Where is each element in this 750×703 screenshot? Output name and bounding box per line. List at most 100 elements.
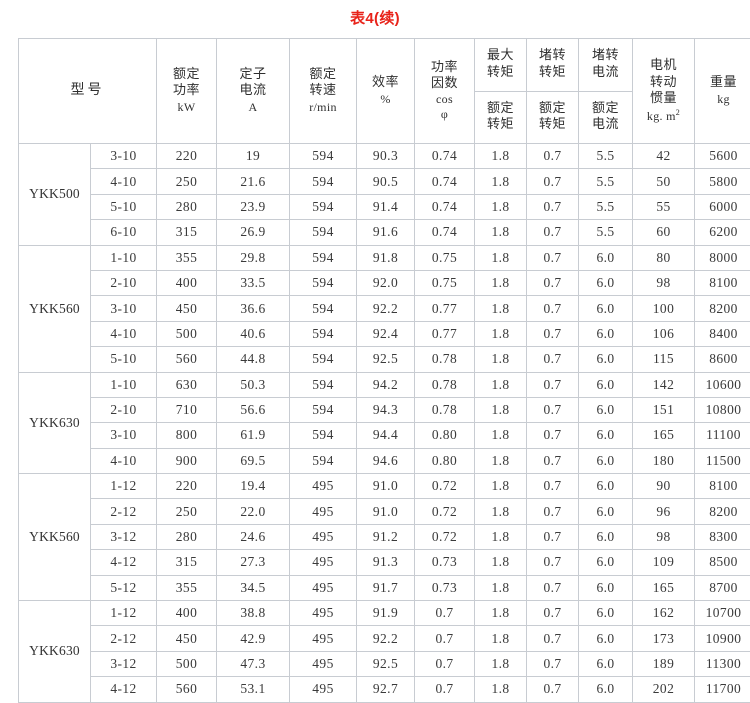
cell-rotor-inertia: 180 xyxy=(633,448,695,473)
cell-model-code: 1-12 xyxy=(91,474,157,499)
cell-rated-speed: 495 xyxy=(290,524,357,549)
cell-stator-current: 23.9 xyxy=(217,194,290,219)
cell-power-factor: 0.80 xyxy=(415,423,475,448)
cell-rotor-inertia: 50 xyxy=(633,169,695,194)
header-line-4: 电流 xyxy=(592,117,619,133)
cell-rotor-inertia: 100 xyxy=(633,296,695,321)
cell-model-code: 2-10 xyxy=(91,397,157,422)
cell-locked-current-ratio: 6.0 xyxy=(579,626,633,651)
column-header-max-torque-ratio: 最大 转矩 额定 转矩 xyxy=(475,39,527,144)
motor-spec-table: 型号 额定 功率 kW 定子 电流 xyxy=(18,38,750,703)
cell-model-code: 3-12 xyxy=(91,524,157,549)
cell-rated-speed: 495 xyxy=(290,474,357,499)
header-line-2: 转矩 xyxy=(487,65,514,81)
header-line-3: 惯量 xyxy=(650,91,677,107)
header-line-1: 额定 xyxy=(309,67,336,83)
cell-power-factor: 0.75 xyxy=(415,270,475,295)
cell-rated-power: 220 xyxy=(157,474,217,499)
cell-model-code: 4-12 xyxy=(91,550,157,575)
cell-efficiency: 91.9 xyxy=(357,601,415,626)
fraction-denominator: 额定 转矩 xyxy=(475,92,526,144)
cell-efficiency: 91.0 xyxy=(357,499,415,524)
cell-rotor-inertia: 109 xyxy=(633,550,695,575)
fraction-numerator: 堵转 电流 xyxy=(579,39,632,92)
cell-stator-current: 61.9 xyxy=(217,423,290,448)
cell-max-torque-ratio: 1.8 xyxy=(475,220,527,245)
cell-weight: 11500 xyxy=(695,448,750,473)
cell-rated-speed: 495 xyxy=(290,601,357,626)
cell-model-code: 3-10 xyxy=(91,144,157,169)
cell-locked-current-ratio: 6.0 xyxy=(579,245,633,270)
cell-weight: 10600 xyxy=(695,372,750,397)
header-unit: r/min xyxy=(309,100,337,115)
cell-efficiency: 94.2 xyxy=(357,372,415,397)
cell-locked-torque-ratio: 0.7 xyxy=(527,220,579,245)
cell-max-torque-ratio: 1.8 xyxy=(475,423,527,448)
cell-efficiency: 91.7 xyxy=(357,575,415,600)
cell-stator-current: 21.6 xyxy=(217,169,290,194)
cell-locked-current-ratio: 6.0 xyxy=(579,347,633,372)
cell-power-factor: 0.72 xyxy=(415,524,475,549)
header-line-2: 功率 xyxy=(173,83,200,99)
cell-efficiency: 92.5 xyxy=(357,347,415,372)
cell-locked-torque-ratio: 0.7 xyxy=(527,397,579,422)
header-line-1: 堵转 xyxy=(539,48,566,64)
header-line-1: 额定 xyxy=(173,67,200,83)
cell-weight: 8200 xyxy=(695,499,750,524)
cell-power-factor: 0.74 xyxy=(415,194,475,219)
cell-rotor-inertia: 98 xyxy=(633,270,695,295)
cell-efficiency: 94.4 xyxy=(357,423,415,448)
cell-weight: 8200 xyxy=(695,296,750,321)
cell-efficiency: 91.8 xyxy=(357,245,415,270)
cell-weight: 8700 xyxy=(695,575,750,600)
cell-rotor-inertia: 189 xyxy=(633,651,695,676)
header-line-1: 最大 xyxy=(487,48,514,64)
cell-efficiency: 90.3 xyxy=(357,144,415,169)
header-line-1: 重量 xyxy=(710,75,737,91)
cell-locked-current-ratio: 6.0 xyxy=(579,651,633,676)
cell-weight: 11700 xyxy=(695,677,750,702)
cell-rated-power: 315 xyxy=(157,550,217,575)
cell-model-code: 5-10 xyxy=(91,194,157,219)
cell-model-code: 4-12 xyxy=(91,677,157,702)
cell-weight: 8300 xyxy=(695,524,750,549)
header-line-4: 转矩 xyxy=(487,117,514,133)
cell-locked-torque-ratio: 0.7 xyxy=(527,474,579,499)
cell-max-torque-ratio: 1.8 xyxy=(475,372,527,397)
cell-locked-torque-ratio: 0.7 xyxy=(527,601,579,626)
cell-locked-current-ratio: 6.0 xyxy=(579,423,633,448)
cell-max-torque-ratio: 1.8 xyxy=(475,626,527,651)
cell-max-torque-ratio: 1.8 xyxy=(475,524,527,549)
cell-max-torque-ratio: 1.8 xyxy=(475,575,527,600)
cell-max-torque-ratio: 1.8 xyxy=(475,397,527,422)
cell-rotor-inertia: 106 xyxy=(633,321,695,346)
cell-locked-torque-ratio: 0.7 xyxy=(527,321,579,346)
cell-stator-current: 47.3 xyxy=(217,651,290,676)
cell-rated-power: 220 xyxy=(157,144,217,169)
cell-rated-power: 280 xyxy=(157,194,217,219)
cell-stator-current: 50.3 xyxy=(217,372,290,397)
cell-max-torque-ratio: 1.8 xyxy=(475,474,527,499)
cell-rated-speed: 594 xyxy=(290,397,357,422)
cell-locked-current-ratio: 6.0 xyxy=(579,448,633,473)
cell-power-factor: 0.73 xyxy=(415,575,475,600)
cell-weight: 6000 xyxy=(695,194,750,219)
cell-weight: 5600 xyxy=(695,144,750,169)
cell-stator-current: 69.5 xyxy=(217,448,290,473)
cell-rated-speed: 594 xyxy=(290,194,357,219)
cell-locked-torque-ratio: 0.7 xyxy=(527,423,579,448)
cell-max-torque-ratio: 1.8 xyxy=(475,347,527,372)
cell-efficiency: 92.0 xyxy=(357,270,415,295)
cell-locked-torque-ratio: 0.7 xyxy=(527,372,579,397)
cell-rotor-inertia: 142 xyxy=(633,372,695,397)
cell-efficiency: 92.2 xyxy=(357,626,415,651)
